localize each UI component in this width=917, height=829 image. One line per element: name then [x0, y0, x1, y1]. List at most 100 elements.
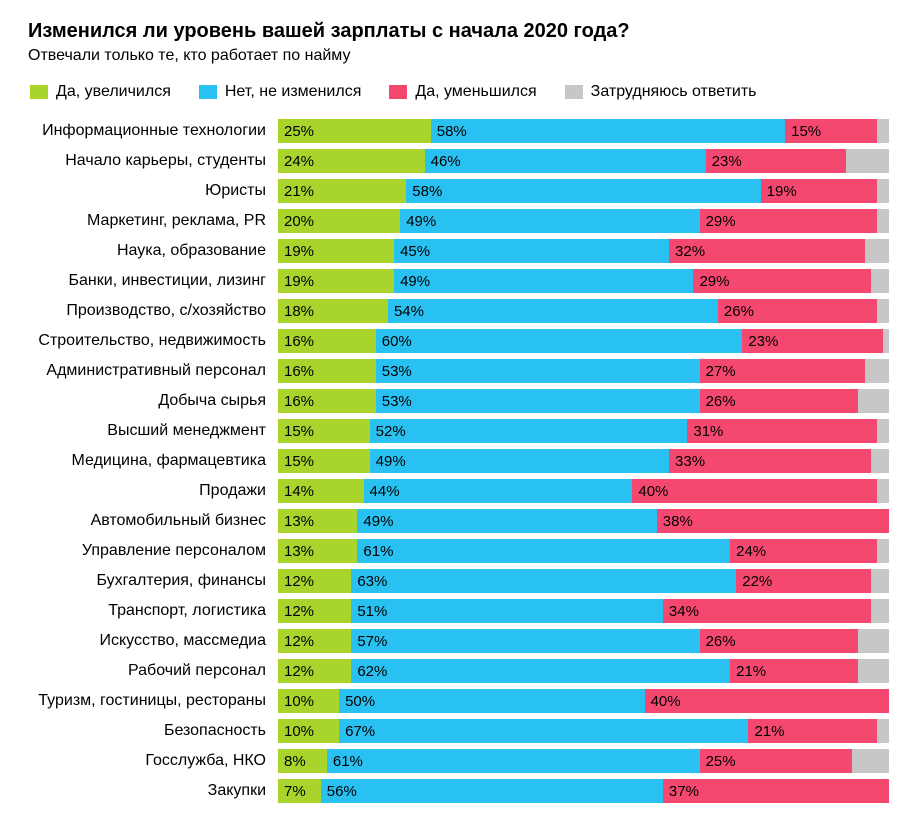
chart-row: Банки, инвестиции, лизинг19%49%29%: [28, 269, 889, 293]
bar-segment-dontknow: [877, 479, 889, 503]
bar-segment-unchanged: 58%: [431, 119, 785, 143]
bar-segment-value: 15%: [785, 123, 821, 140]
bar-segment-value: 49%: [357, 513, 393, 530]
bar-segment-value: 40%: [645, 693, 681, 710]
row-label: Строительство, недвижимость: [28, 332, 278, 350]
bar-segment-value: 31%: [687, 423, 723, 440]
row-bar: 7%56%37%: [278, 779, 889, 803]
row-label: Рабочий персонал: [28, 662, 278, 680]
bar-segment-value: 38%: [657, 513, 693, 530]
chart-row: Добыча сырья16%53%26%: [28, 389, 889, 413]
chart-row: Управление персоналом13%61%24%: [28, 539, 889, 563]
bar-segment-unchanged: 61%: [357, 539, 730, 563]
row-label: Начало карьеры, студенты: [28, 152, 278, 170]
bar-segment-value: 32%: [669, 243, 705, 260]
bar-segment-value: 44%: [364, 483, 400, 500]
bar-segment-increased: 14%: [278, 479, 364, 503]
bar-segment-dontknow: [871, 449, 889, 473]
bar-segment-decreased: 26%: [700, 389, 859, 413]
bar-segment-value: 26%: [700, 393, 736, 410]
bar-segment-value: 10%: [278, 723, 314, 740]
bar-segment-unchanged: 58%: [406, 179, 760, 203]
bar-segment-decreased: 31%: [687, 419, 876, 443]
row-bar: 15%52%31%: [278, 419, 889, 443]
bar-segment-dontknow: [858, 659, 889, 683]
row-label: Госслужба, НКО: [28, 752, 278, 770]
bar-segment-dontknow: [877, 419, 889, 443]
bar-segment-value: 19%: [278, 273, 314, 290]
legend-item-unchanged: Нет, не изменился: [199, 83, 362, 101]
bar-segment-increased: 15%: [278, 419, 370, 443]
row-bar: 13%61%24%: [278, 539, 889, 563]
bar-segment-value: 63%: [351, 573, 387, 590]
chart-row: Административный персонал16%53%27%: [28, 359, 889, 383]
bar-segment-value: 25%: [278, 123, 314, 140]
chart-row: Начало карьеры, студенты24%46%23%: [28, 149, 889, 173]
row-bar: 12%57%26%: [278, 629, 889, 653]
bar-segment-dontknow: [877, 539, 889, 563]
chart-subtitle: Отвечали только те, кто работает по найм…: [28, 47, 889, 65]
row-label: Юристы: [28, 182, 278, 200]
bar-segment-increased: 19%: [278, 239, 394, 263]
row-bar: 14% 44% 40%: [278, 479, 889, 503]
chart-row: Транспорт, логистика12%51%34%: [28, 599, 889, 623]
bar-segment-unchanged: 56%: [321, 779, 663, 803]
bar-segment-dontknow: [877, 119, 889, 143]
bar-segment-increased: 24%: [278, 149, 425, 173]
bar-segment-decreased: 40%: [632, 479, 876, 503]
bar-segment-dontknow: [877, 299, 889, 323]
bar-segment-unchanged: 61%: [327, 749, 700, 773]
bar-segment-increased: 13%: [278, 539, 357, 563]
bar-segment-unchanged: 49%: [394, 269, 693, 293]
row-bar: 13%49%38%: [278, 509, 889, 533]
bar-segment-value: 14%: [278, 483, 314, 500]
bar-segment-value: 26%: [718, 303, 754, 320]
row-label: Автомобильный бизнес: [28, 512, 278, 530]
bar-segment-unchanged: 60%: [376, 329, 743, 353]
bar-segment-unchanged: 52%: [370, 419, 688, 443]
row-label: Высший менеджмент: [28, 422, 278, 440]
bar-segment-value: 12%: [278, 573, 314, 590]
bar-segment-value: 37%: [663, 783, 699, 800]
bar-segment-increased: 25%: [278, 119, 431, 143]
bar-segment-unchanged: 62%: [351, 659, 730, 683]
bar-segment-dontknow: [883, 329, 889, 353]
bar-segment-value: 21%: [730, 663, 766, 680]
bar-segment-increased: 12%: [278, 629, 351, 653]
legend-swatch-dontknow: [565, 85, 583, 99]
bar-segment-unchanged: 44%: [364, 479, 633, 503]
bar-segment-unchanged: 51%: [351, 599, 663, 623]
chart-row: Бухгалтерия, финансы12%63%22%: [28, 569, 889, 593]
bar-segment-increased: 7%: [278, 779, 321, 803]
chart-row: Закупки7%56%37%: [28, 779, 889, 803]
bar-segment-value: 54%: [388, 303, 424, 320]
row-bar: 16%60%23%: [278, 329, 889, 353]
bar-segment-value: 51%: [351, 603, 387, 620]
bar-segment-value: 12%: [278, 603, 314, 620]
chart-row: Безопасность10%67%21%: [28, 719, 889, 743]
row-bar: 8%61%25%: [278, 749, 889, 773]
bar-segment-dontknow: [877, 179, 889, 203]
legend-swatch-increased: [30, 85, 48, 99]
bar-segment-increased: 12%: [278, 599, 351, 623]
chart-row: Рабочий персонал12%62%21%: [28, 659, 889, 683]
chart-row: Искусство, массмедиа12%57%26%: [28, 629, 889, 653]
bar-segment-dontknow: [865, 239, 889, 263]
bar-segment-dontknow: [871, 269, 889, 293]
row-label: Административный персонал: [28, 362, 278, 380]
bar-segment-value: 58%: [406, 183, 442, 200]
bar-segment-unchanged: 53%: [376, 359, 700, 383]
bar-segment-value: 40%: [632, 483, 668, 500]
bar-segment-dontknow: [871, 599, 889, 623]
bar-segment-decreased: 33%: [669, 449, 871, 473]
bar-segment-unchanged: 49%: [357, 509, 656, 533]
bar-segment-value: 34%: [663, 603, 699, 620]
bar-segment-decreased: 32%: [669, 239, 865, 263]
bar-segment-increased: 12%: [278, 569, 351, 593]
row-bar: 18%54%26%: [278, 299, 889, 323]
bar-segment-unchanged: 57%: [351, 629, 699, 653]
row-label: Бухгалтерия, финансы: [28, 572, 278, 590]
bar-segment-value: 67%: [339, 723, 375, 740]
bar-segment-value: 16%: [278, 333, 314, 350]
row-bar: 19%49%29%: [278, 269, 889, 293]
